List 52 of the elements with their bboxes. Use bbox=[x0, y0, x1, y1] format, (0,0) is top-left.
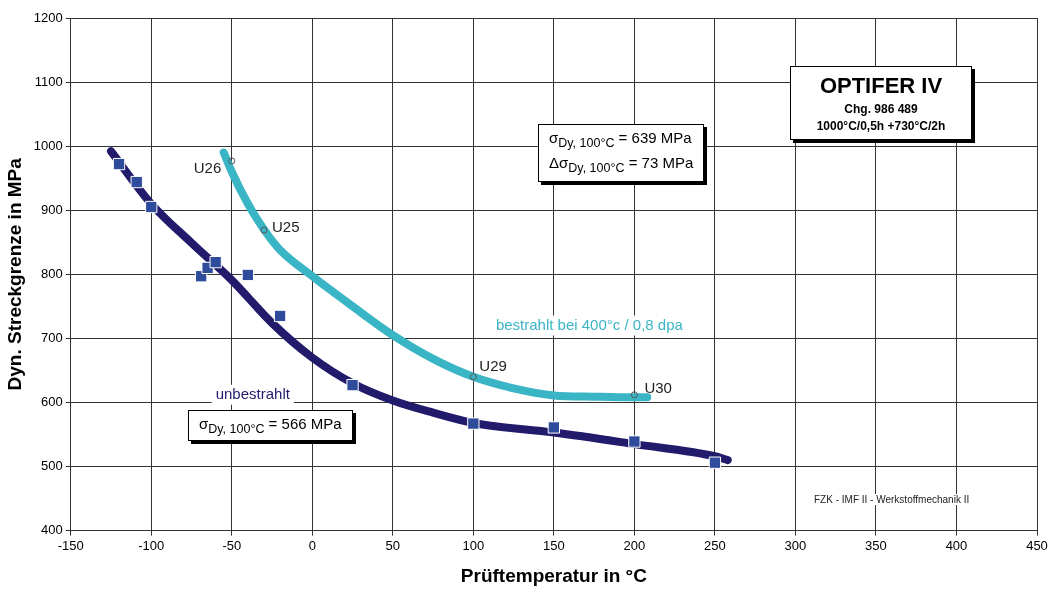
x-tick-label: 50 bbox=[385, 537, 401, 553]
y-tick-label: 400 bbox=[41, 522, 63, 538]
annotation: U26 bbox=[193, 159, 222, 177]
annotation: 1000°C/0,5h +730°C/2h bbox=[815, 119, 947, 133]
x-axis-title: Prüftemperatur in °C bbox=[460, 564, 648, 586]
point bbox=[630, 391, 638, 399]
annotation: σ$_{Dy, 100°C}$ = 566 MPa bbox=[188, 410, 353, 441]
point bbox=[708, 456, 722, 469]
point bbox=[145, 200, 158, 214]
annotation: U25 bbox=[271, 218, 300, 236]
point bbox=[547, 421, 561, 434]
text: Chg. 986 489 bbox=[843, 102, 919, 116]
y-tick-label: 600 bbox=[41, 394, 63, 410]
x-tick-label: -100 bbox=[138, 537, 165, 553]
x-tick-label: 250 bbox=[704, 537, 726, 553]
point bbox=[469, 373, 477, 381]
point bbox=[241, 268, 255, 282]
x-tick-label: 350 bbox=[865, 537, 887, 553]
y-tick-label: 1100 bbox=[34, 73, 63, 89]
text: OPTIFER IV bbox=[818, 73, 944, 99]
y-axis-title: Dyn. Streckgrenze in MPa bbox=[3, 157, 25, 391]
x-tick-label: 450 bbox=[1026, 537, 1048, 553]
y-tick-label: 500 bbox=[41, 458, 63, 474]
x-tick-label: 0 bbox=[308, 537, 316, 553]
x-tick-label: -50 bbox=[222, 537, 242, 553]
point bbox=[628, 435, 641, 448]
point bbox=[260, 226, 268, 234]
annotation: U30 bbox=[644, 378, 672, 396]
point bbox=[209, 255, 222, 269]
point bbox=[228, 157, 236, 165]
y-tick-label: 1200 bbox=[33, 9, 63, 25]
annotation: σ$_{Dy, 100°C}$ = 639 MPa bbox=[549, 128, 693, 152]
x-tick-label: -150 bbox=[57, 537, 84, 553]
x-tick-label: 150 bbox=[543, 537, 565, 553]
y-tick-label: 1000 bbox=[33, 137, 63, 153]
y-tick-label: 800 bbox=[41, 265, 63, 281]
point bbox=[112, 157, 126, 171]
y-tick-label: 900 bbox=[41, 201, 63, 217]
point bbox=[346, 378, 359, 392]
point bbox=[467, 417, 480, 430]
annotation: U29 bbox=[479, 356, 507, 374]
annotation: Δσ$_{Dy, 100°C}$ = 73 MPa bbox=[549, 153, 694, 177]
text: bestrahlt bei 400°c / 0,8 dpa bbox=[495, 315, 684, 333]
x-tick-label: 200 bbox=[623, 537, 646, 553]
point bbox=[273, 309, 287, 323]
x-tick-label: 400 bbox=[945, 537, 968, 553]
point bbox=[130, 175, 143, 189]
x-tick-label: 100 bbox=[462, 537, 485, 553]
annotation: FZK - IMF II - Werkstoffmechanik II bbox=[812, 494, 972, 505]
y-tick-label: 700 bbox=[41, 329, 63, 345]
text: unbestrahlt bbox=[215, 384, 291, 402]
x-tick-label: 300 bbox=[784, 537, 807, 553]
